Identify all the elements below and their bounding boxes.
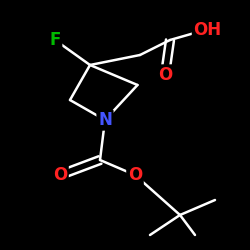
Text: N: N bbox=[98, 111, 112, 129]
Text: OH: OH bbox=[194, 21, 222, 39]
Text: O: O bbox=[158, 66, 172, 84]
Text: O: O bbox=[53, 166, 67, 184]
Text: O: O bbox=[128, 166, 142, 184]
Text: F: F bbox=[49, 31, 61, 49]
